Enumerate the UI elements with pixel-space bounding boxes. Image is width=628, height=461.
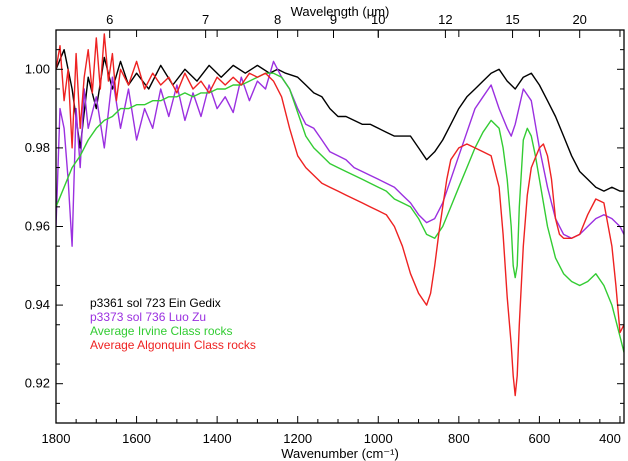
y-tick-label: 0.96	[25, 219, 50, 234]
legend-entry-1: p3361 sol 723 Ein Gedix	[90, 296, 221, 310]
series-line-4	[56, 33, 624, 397]
x-tick-label: 1600	[122, 431, 151, 446]
legend-entry-4: Average Algonquin Class rocks	[90, 338, 256, 352]
axes-layer: 1800 1600 1400 1200 1000 800 600 400 0.92 0.94 0.9…	[25, 12, 624, 446]
legend-entry-2: p3373 sol 736 Luo Zu	[90, 310, 206, 324]
top-tick-label: 20	[572, 12, 586, 27]
x-tick-label: 600	[529, 431, 551, 446]
top-tick-label: 9	[330, 12, 337, 27]
top-tick-label: 7	[202, 12, 209, 27]
top-tick-label: 10	[371, 12, 385, 27]
y-tick-label: 0.98	[25, 140, 50, 155]
x-tick-label: 1200	[283, 431, 312, 446]
plot-frame	[55, 29, 625, 424]
legend-entry-3: Average Irvine Class rocks	[90, 324, 233, 338]
x-tick-label: 1800	[42, 431, 71, 446]
x-tick-label: 1400	[203, 431, 232, 446]
x-tick-label: 400	[599, 431, 621, 446]
x-axis-title: Wavenumber (cm⁻¹)	[281, 446, 399, 461]
top-tick-label: 12	[438, 12, 452, 27]
x-tick-label: 800	[448, 431, 470, 446]
top-tick-label: 8	[274, 12, 281, 27]
top-tick-label: 6	[106, 12, 113, 27]
y-tick-label: 0.92	[25, 376, 50, 391]
x-tick-label: 1000	[364, 431, 393, 446]
series-line-3	[56, 72, 624, 353]
y-tick-label: 1.00	[25, 61, 50, 76]
y-tick-label: 0.94	[25, 297, 50, 312]
top-tick-label: 15	[505, 12, 519, 27]
series-layer	[56, 33, 624, 397]
series-line-2	[56, 60, 624, 247]
top-axis-title: Wavelength (μm)	[291, 4, 390, 19]
